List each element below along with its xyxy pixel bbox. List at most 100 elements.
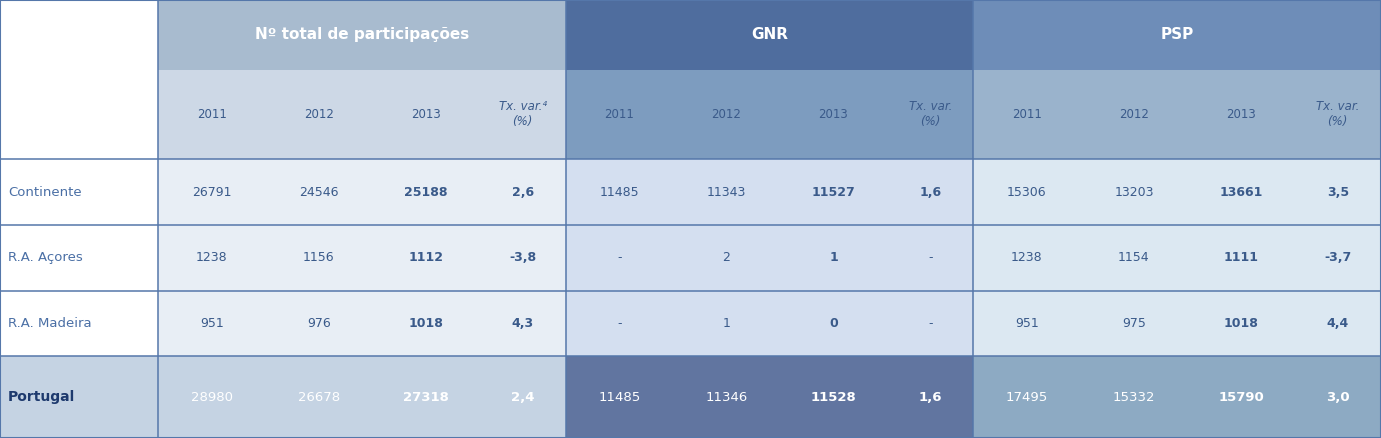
Bar — [159, 291, 265, 357]
Bar — [780, 70, 887, 159]
Text: Tx. var.
(%): Tx. var. (%) — [909, 100, 952, 128]
Text: 24546: 24546 — [300, 186, 338, 198]
Bar — [566, 0, 974, 70]
Bar — [159, 159, 265, 225]
Bar — [566, 291, 673, 357]
Bar — [974, 70, 1080, 159]
Text: 11485: 11485 — [598, 391, 641, 404]
Bar — [1188, 70, 1294, 159]
Bar — [780, 225, 887, 291]
Text: 4,4: 4,4 — [1327, 317, 1349, 330]
Bar — [265, 357, 373, 438]
Text: 1018: 1018 — [1224, 317, 1258, 330]
Text: 1111: 1111 — [1224, 251, 1258, 264]
Text: PSP: PSP — [1160, 27, 1193, 42]
Bar — [0, 159, 159, 225]
Bar — [974, 159, 1080, 225]
Text: Tx. var.
(%): Tx. var. (%) — [1316, 100, 1359, 128]
Bar — [673, 357, 780, 438]
Text: 1018: 1018 — [409, 317, 443, 330]
Bar — [1188, 291, 1294, 357]
Bar — [780, 291, 887, 357]
Bar — [1188, 357, 1294, 438]
Text: 11343: 11343 — [707, 186, 746, 198]
Bar — [1080, 70, 1188, 159]
Text: 1: 1 — [722, 317, 731, 330]
Text: 28980: 28980 — [191, 391, 233, 404]
Text: 11528: 11528 — [811, 391, 856, 404]
Bar — [1294, 357, 1381, 438]
Bar — [0, 225, 159, 291]
Text: 1,6: 1,6 — [920, 186, 942, 198]
Bar — [1080, 225, 1188, 291]
Text: 976: 976 — [307, 317, 330, 330]
Text: 11527: 11527 — [812, 186, 855, 198]
Text: 2013: 2013 — [819, 108, 848, 121]
Text: 1: 1 — [829, 251, 838, 264]
Text: 15332: 15332 — [1113, 391, 1156, 404]
Text: 2013: 2013 — [412, 108, 441, 121]
Text: -: - — [928, 317, 932, 330]
Bar — [1188, 159, 1294, 225]
Text: 2,4: 2,4 — [511, 391, 534, 404]
Text: 26791: 26791 — [192, 186, 232, 198]
Bar — [0, 357, 159, 438]
Text: 2: 2 — [722, 251, 731, 264]
Bar — [159, 357, 265, 438]
Text: 2012: 2012 — [711, 108, 742, 121]
Bar — [1080, 291, 1188, 357]
Bar — [0, 70, 159, 159]
Bar — [0, 0, 159, 70]
Bar — [974, 225, 1080, 291]
Text: 1112: 1112 — [409, 251, 443, 264]
Text: 1,6: 1,6 — [918, 391, 942, 404]
Text: 25188: 25188 — [405, 186, 447, 198]
Text: 1154: 1154 — [1119, 251, 1150, 264]
Text: 13661: 13661 — [1219, 186, 1262, 198]
Bar — [265, 291, 373, 357]
Bar — [566, 70, 673, 159]
Text: 951: 951 — [1015, 317, 1039, 330]
Text: 1156: 1156 — [302, 251, 334, 264]
Text: -3,8: -3,8 — [510, 251, 536, 264]
Bar — [265, 225, 373, 291]
Text: 0: 0 — [829, 317, 838, 330]
Bar — [673, 159, 780, 225]
Text: 15790: 15790 — [1218, 391, 1264, 404]
Bar — [479, 225, 566, 291]
Bar — [1294, 291, 1381, 357]
Text: 4,3: 4,3 — [511, 317, 533, 330]
Bar — [887, 70, 974, 159]
Text: -3,7: -3,7 — [1324, 251, 1352, 264]
Text: 3,0: 3,0 — [1326, 391, 1349, 404]
Bar — [373, 357, 479, 438]
Bar — [265, 159, 373, 225]
Bar — [566, 225, 673, 291]
Text: 2011: 2011 — [1012, 108, 1041, 121]
Text: GNR: GNR — [751, 27, 789, 42]
Bar — [780, 159, 887, 225]
Bar — [1080, 159, 1188, 225]
Text: 2012: 2012 — [1119, 108, 1149, 121]
Bar — [1294, 159, 1381, 225]
Bar — [159, 225, 265, 291]
Bar — [887, 225, 974, 291]
Text: 3,5: 3,5 — [1327, 186, 1349, 198]
Bar — [673, 291, 780, 357]
Text: 2013: 2013 — [1226, 108, 1255, 121]
Text: 2,6: 2,6 — [511, 186, 533, 198]
Text: 15306: 15306 — [1007, 186, 1047, 198]
Bar — [887, 159, 974, 225]
Bar — [887, 291, 974, 357]
Bar — [673, 225, 780, 291]
Bar — [479, 70, 566, 159]
Bar — [974, 0, 1381, 70]
Text: Portugal: Portugal — [8, 390, 75, 404]
Bar — [1294, 225, 1381, 291]
Bar — [566, 357, 673, 438]
Bar — [373, 225, 479, 291]
Bar — [159, 0, 566, 70]
Bar — [0, 291, 159, 357]
Bar — [1294, 70, 1381, 159]
Text: 2011: 2011 — [197, 108, 226, 121]
